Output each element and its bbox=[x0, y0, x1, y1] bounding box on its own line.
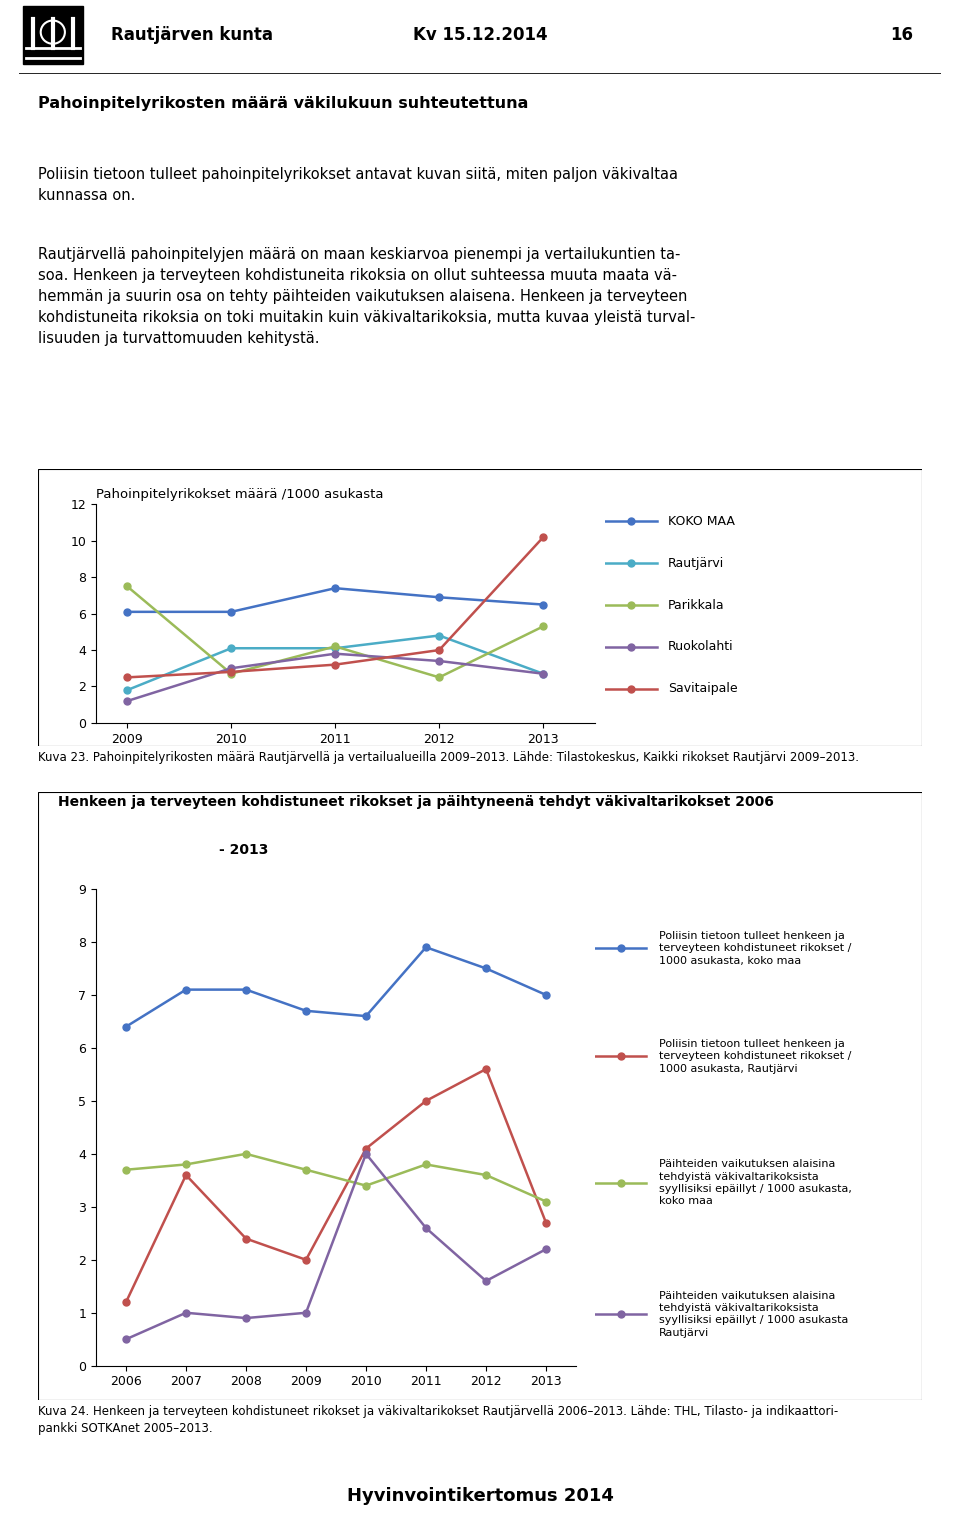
Text: Kuva 24. Henkeen ja terveyteen kohdistuneet rikokset ja väkivaltarikokset Rautjä: Kuva 24. Henkeen ja terveyteen kohdistun… bbox=[38, 1406, 839, 1435]
Text: Savitaipale: Savitaipale bbox=[668, 683, 738, 695]
Text: Ruokolahti: Ruokolahti bbox=[668, 640, 733, 654]
Text: Poliisin tietoon tulleet pahoinpitelyrikokset antavat kuvan siitä, miten paljon : Poliisin tietoon tulleet pahoinpitelyrik… bbox=[38, 168, 679, 203]
Text: 16: 16 bbox=[890, 26, 913, 45]
Text: - 2013: - 2013 bbox=[219, 843, 268, 857]
Text: Hyvinvointikertomus 2014: Hyvinvointikertomus 2014 bbox=[347, 1487, 613, 1506]
Text: Parikkala: Parikkala bbox=[668, 598, 725, 612]
Text: Henkeen ja terveyteen kohdistuneet rikokset ja päihtyneenä tehdyt väkivaltarikok: Henkeen ja terveyteen kohdistuneet rikok… bbox=[58, 795, 774, 809]
Text: Kuva 23. Pahoinpitelyrikosten määrä Rautjärvellä ja vertailualueilla 2009–2013. : Kuva 23. Pahoinpitelyrikosten määrä Raut… bbox=[38, 751, 859, 763]
Text: Päihteiden vaikutuksen alaisina
tehdyistä väkivaltarikoksista
syyllisiksi epäill: Päihteiden vaikutuksen alaisina tehdyist… bbox=[659, 1160, 852, 1206]
Text: Kv 15.12.2014: Kv 15.12.2014 bbox=[413, 26, 547, 45]
Text: Päihteiden vaikutuksen alaisina
tehdyistä väkivaltarikoksista
syyllisiksi epäill: Päihteiden vaikutuksen alaisina tehdyist… bbox=[659, 1290, 848, 1338]
Circle shape bbox=[40, 20, 65, 43]
Text: Poliisin tietoon tulleet henkeen ja
terveyteen kohdistuneet rikokset /
1000 asuk: Poliisin tietoon tulleet henkeen ja terv… bbox=[659, 930, 851, 966]
Text: KOKO MAA: KOKO MAA bbox=[668, 515, 735, 528]
Text: Rautjärvellä pahoinpitelyjen määrä on maan keskiarvoa pienempi ja vertailukuntie: Rautjärvellä pahoinpitelyjen määrä on ma… bbox=[38, 246, 696, 346]
Text: Rautjärvi: Rautjärvi bbox=[668, 557, 725, 569]
Text: Pahoinpitelyrikokset määrä /1000 asukasta: Pahoinpitelyrikokset määrä /1000 asukast… bbox=[96, 488, 383, 500]
Text: Pahoinpitelyrikosten määrä väkilukuun suhteutettuna: Pahoinpitelyrikosten määrä väkilukuun su… bbox=[38, 95, 529, 111]
Text: Poliisin tietoon tulleet henkeen ja
terveyteen kohdistuneet rikokset /
1000 asuk: Poliisin tietoon tulleet henkeen ja terv… bbox=[659, 1038, 851, 1074]
Text: Rautjärven kunta: Rautjärven kunta bbox=[111, 26, 274, 45]
